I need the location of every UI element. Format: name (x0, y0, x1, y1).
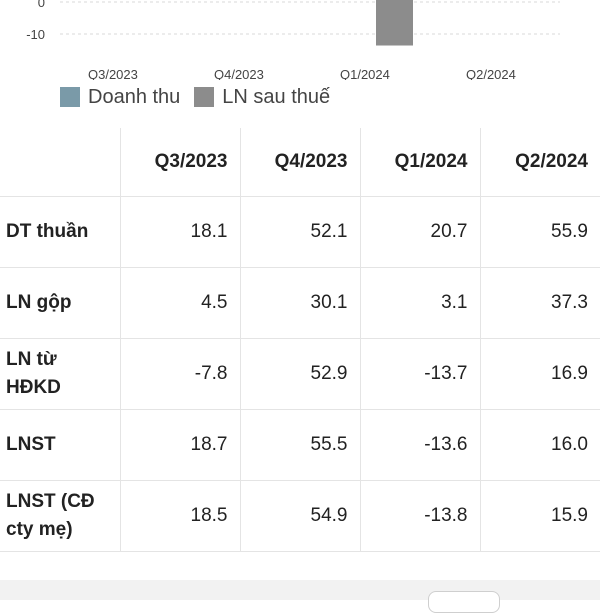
table-cell: 20.7 (359, 196, 481, 268)
table-cell: 16.9 (479, 338, 600, 410)
x-tick-label: Q2/2024 (466, 67, 516, 80)
table-cell: -13.6 (359, 409, 481, 481)
legend-item-doanh-thu[interactable]: Doanh thu (60, 86, 180, 109)
bottom-button[interactable] (428, 591, 500, 613)
col-header-q1-2024: Q1/2024 (359, 128, 481, 197)
table-cell: 52.1 (239, 196, 361, 268)
table-row: DT thuần 18.1 52.1 20.7 55.9 (0, 196, 600, 268)
table-cell: 3.1 (359, 267, 481, 339)
table-cell: 4.5 (119, 267, 241, 339)
col-header-q2-2024: Q2/2024 (479, 128, 600, 197)
table-cell: -7.8 (119, 338, 241, 410)
table-cell: 16.0 (479, 409, 600, 481)
row-label-dt-thuan: DT thuần (0, 196, 121, 268)
x-tick-label: Q3/2023 (88, 67, 138, 80)
table-row: LN từ HĐKD -7.8 52.9 -13.7 16.9 (0, 338, 600, 410)
table-cell: -13.7 (359, 338, 481, 410)
table-cell: 30.1 (239, 267, 361, 339)
col-header-q4-2023: Q4/2023 (239, 128, 361, 197)
col-header-label (0, 128, 121, 197)
table-cell: 54.9 (239, 480, 361, 552)
table-cell: 52.9 (239, 338, 361, 410)
row-label-lnst-cd-cty-me: LNST (CĐ cty mẹ) (0, 480, 121, 552)
bottom-toolbar (0, 580, 600, 600)
row-label-ln-gop: LN gộp (0, 267, 121, 339)
table-row: LN gộp 4.5 30.1 3.1 37.3 (0, 267, 600, 339)
table-cell: 18.1 (119, 196, 241, 268)
financial-table: Q3/2023 Q4/2023 Q1/2024 Q2/2024 DT thuần… (0, 128, 600, 552)
table-row: LNST 18.7 55.5 -13.6 16.0 (0, 409, 600, 481)
table-cell: 18.5 (119, 480, 241, 552)
legend-swatch-ln-sau-thue (194, 87, 215, 107)
x-tick-label: Q1/2024 (340, 67, 390, 80)
legend-item-ln-sau-thue[interactable]: LN sau thuế (194, 86, 330, 109)
legend-swatch-doanh-thu (60, 87, 80, 107)
bar-chart: -10 0 Q3/2023 Q4/2023 Q1/2024 Q2/2024 (26, 0, 560, 80)
row-label-ln-tu-hdkd: LN từ HĐKD (0, 338, 121, 410)
table-cell: -13.8 (359, 480, 481, 552)
table-cell: 55.5 (239, 409, 361, 481)
bar (376, 0, 413, 46)
table-cell: 15.9 (479, 480, 600, 552)
y-tick-label: 0 (38, 0, 45, 10)
x-tick-label: Q4/2023 (214, 67, 264, 80)
table-cell: 18.7 (119, 409, 241, 481)
table-row: LNST (CĐ cty mẹ) 18.5 54.9 -13.8 15.9 (0, 480, 600, 552)
chart-area: -10 0 Q3/2023 Q4/2023 Q1/2024 Q2/2024 Doanh t… (0, 0, 600, 128)
chart-legend: Doanh thu LN sau thuế (60, 84, 330, 110)
legend-label-doanh-thu: Doanh thu (88, 85, 181, 108)
table-cell: 55.9 (479, 196, 600, 268)
row-label-lnst: LNST (0, 409, 121, 481)
table-header-row: Q3/2023 Q4/2023 Q1/2024 Q2/2024 (0, 128, 600, 197)
table-cell: 37.3 (479, 267, 600, 339)
y-tick-label: -10 (26, 27, 45, 42)
col-header-q3-2023: Q3/2023 (119, 128, 241, 197)
legend-label-ln-sau-thue: LN sau thuế (222, 85, 331, 108)
